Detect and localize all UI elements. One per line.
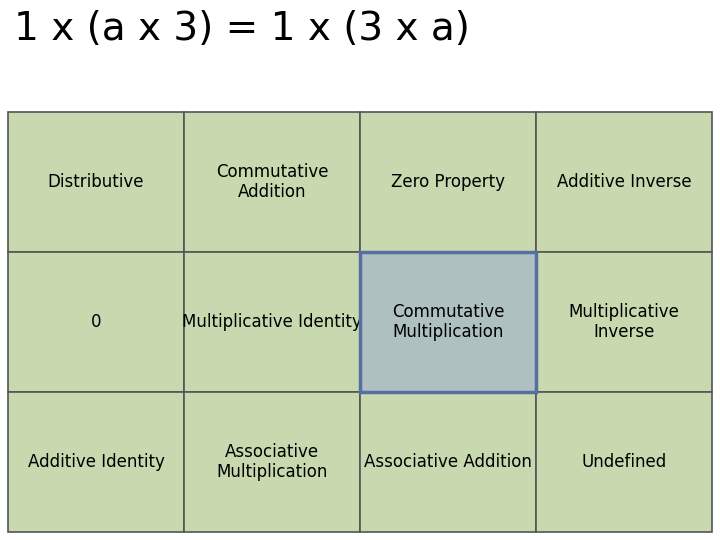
Bar — [360, 112, 536, 252]
Bar — [360, 392, 536, 532]
Bar — [8, 252, 184, 392]
Text: Commutative
Addition: Commutative Addition — [216, 163, 328, 201]
Text: Additive Inverse: Additive Inverse — [557, 173, 691, 191]
Text: Multiplicative Identity: Multiplicative Identity — [182, 313, 362, 331]
Text: Undefined: Undefined — [581, 453, 667, 471]
Text: Multiplicative
Inverse: Multiplicative Inverse — [569, 302, 680, 341]
Text: Associative
Multiplication: Associative Multiplication — [216, 443, 328, 481]
Text: 1 x (a x 3) = 1 x (3 x a): 1 x (a x 3) = 1 x (3 x a) — [14, 10, 470, 48]
Bar — [360, 252, 536, 392]
Text: Associative Addition: Associative Addition — [364, 453, 532, 471]
Bar — [536, 112, 712, 252]
Bar — [184, 252, 360, 392]
Bar — [184, 392, 360, 532]
Bar — [8, 392, 184, 532]
Text: Additive Identity: Additive Identity — [27, 453, 164, 471]
Text: Zero Property: Zero Property — [391, 173, 505, 191]
Text: 0: 0 — [91, 313, 102, 331]
Bar — [184, 112, 360, 252]
Bar — [536, 392, 712, 532]
Text: Commutative
Multiplication: Commutative Multiplication — [392, 302, 504, 341]
Bar — [8, 112, 184, 252]
Text: Distributive: Distributive — [48, 173, 144, 191]
Bar — [536, 252, 712, 392]
